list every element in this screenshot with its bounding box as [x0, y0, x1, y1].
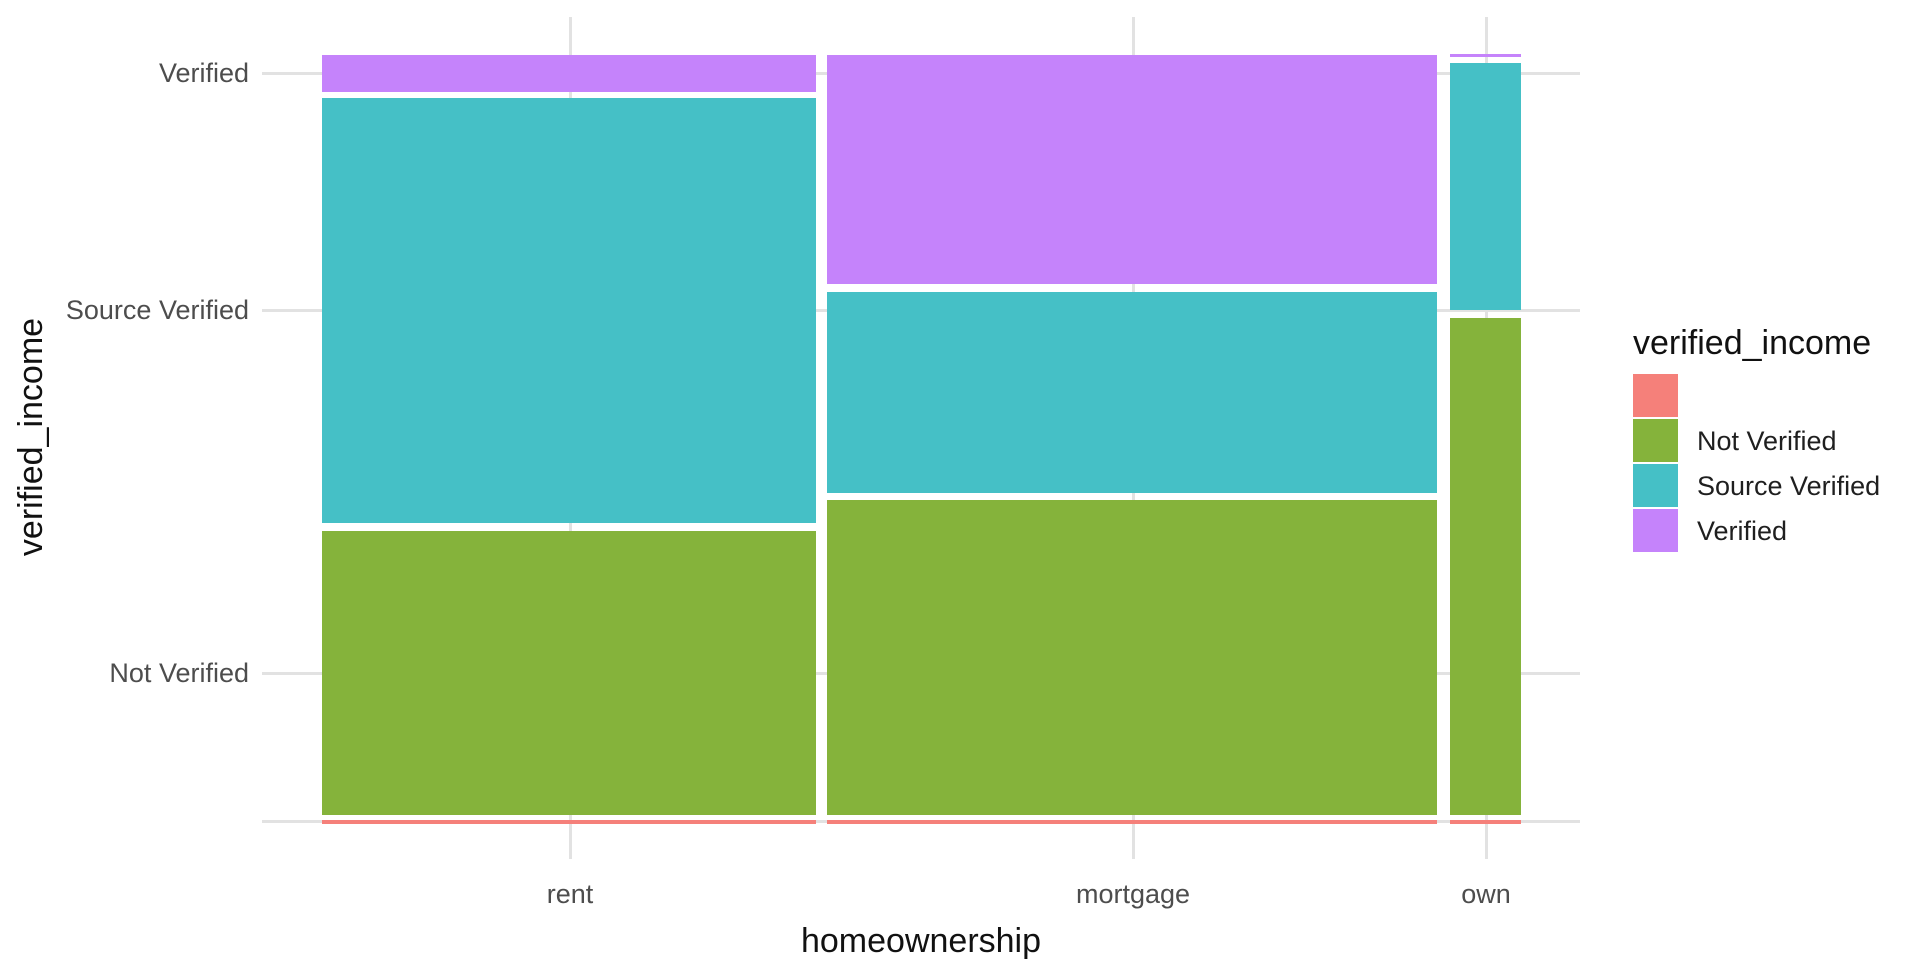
mosaic-tile-rent-unlabeled [322, 820, 816, 824]
mosaic-tile-rent-verified [322, 55, 816, 92]
legend-title: verified_income [1633, 324, 1872, 362]
mosaic-tile-own-unlabeled [1450, 820, 1521, 824]
legend-label-not-verified: Not Verified [1697, 425, 1837, 456]
legend-key-not-verified [1633, 419, 1678, 462]
mosaic-tile-own-source-verified [1450, 63, 1521, 310]
legend-key-verified [1633, 509, 1678, 552]
mosaic-tile-own-not-verified [1450, 318, 1521, 815]
legend-label-source-verified: Source Verified [1697, 470, 1881, 501]
x-axis-title: homeownership [800, 922, 1042, 960]
mosaic-tile-mortgage-verified [827, 55, 1437, 284]
mosaic-tile-rent-not-verified [322, 531, 816, 815]
x-tick-label-mortgage: mortgage [1075, 879, 1191, 909]
y-tick-label-not-verified: Not Verified [109, 658, 249, 688]
x-tick-label-own: own [1461, 879, 1511, 909]
y-tick-label-verified: Verified [158, 58, 249, 88]
y-tick-label-source-verified: Source Verified [65, 295, 249, 325]
legend-key-source-verified [1633, 464, 1678, 507]
mosaic-tile-mortgage-source-verified [827, 292, 1437, 493]
mosaic-tile-own-verified [1450, 54, 1521, 57]
x-tick-label-rent: rent [546, 879, 594, 909]
mosaic-tile-rent-source-verified [322, 98, 816, 523]
legend-label-verified: Verified [1697, 515, 1788, 546]
mosaic-tile-mortgage-unlabeled [827, 820, 1437, 824]
mosaic-tile-mortgage-not-verified [827, 500, 1437, 815]
legend-key-unlabeled [1633, 374, 1678, 417]
